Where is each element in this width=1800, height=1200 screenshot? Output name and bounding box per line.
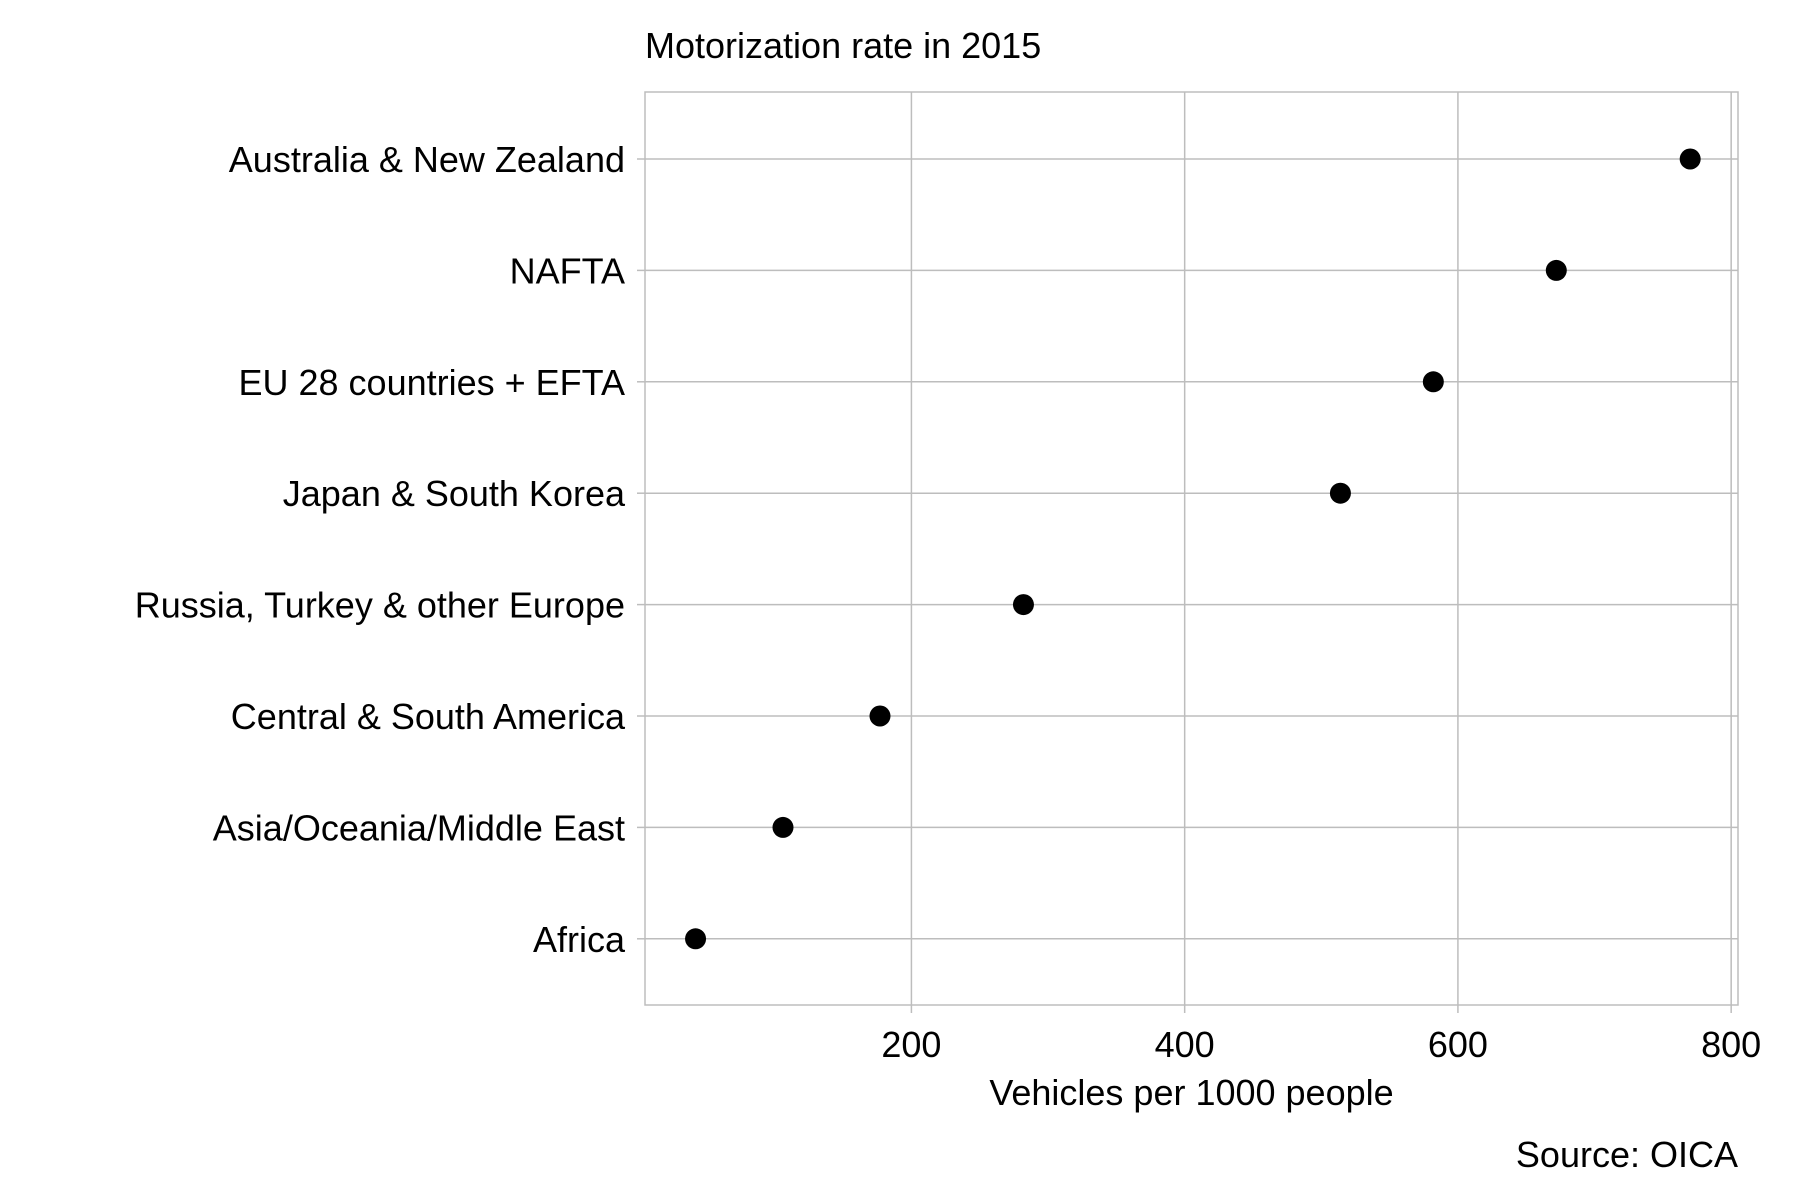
x-tick-label: 800 (1701, 1024, 1761, 1065)
y-category-label: NAFTA (510, 250, 625, 291)
y-category-label: EU 28 countries + EFTA (239, 362, 626, 403)
chart-title: Motorization rate in 2015 (645, 25, 1041, 66)
data-point (1422, 371, 1444, 393)
x-tick-label: 600 (1428, 1024, 1488, 1065)
data-point (1545, 259, 1567, 281)
data-point (772, 816, 794, 838)
data-point (1679, 148, 1701, 170)
plot-panel (644, 91, 1739, 1006)
y-category-label: Africa (533, 919, 626, 960)
y-axis-labels: Australia & New Zealand NAFTA EU 28 countr… (135, 139, 645, 960)
x-axis-ticks: 200 400 600 800 (881, 1005, 1761, 1065)
data-points (685, 148, 1701, 950)
data-point (1012, 594, 1034, 616)
data-point (685, 928, 707, 950)
grid-layer (645, 92, 1738, 1005)
x-tick-label: 400 (1155, 1024, 1215, 1065)
data-point (869, 705, 891, 727)
x-tick-label: 200 (881, 1024, 941, 1065)
y-category-label: Australia & New Zealand (229, 139, 625, 180)
data-point (1329, 482, 1351, 504)
y-category-label: Asia/Oceania/Middle East (213, 807, 625, 848)
y-category-label: Japan & South Korea (283, 473, 626, 514)
x-axis-title: Vehicles per 1000 people (989, 1072, 1393, 1113)
y-category-label: Russia, Turkey & other Europe (135, 585, 625, 626)
y-category-label: Central & South America (231, 696, 626, 737)
source-caption: Source: OICA (1516, 1134, 1738, 1175)
